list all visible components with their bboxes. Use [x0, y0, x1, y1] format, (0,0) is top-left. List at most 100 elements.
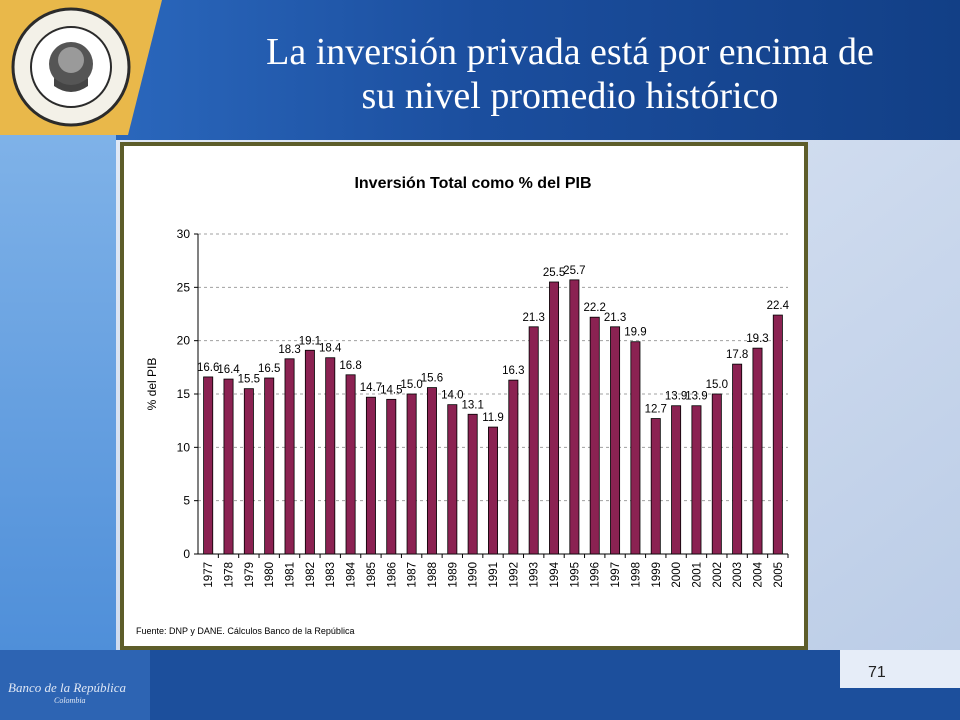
x-tick-label: 1986 — [386, 562, 398, 588]
data-label: 13.1 — [461, 399, 483, 411]
bar — [711, 393, 722, 555]
data-label: 21.3 — [604, 312, 626, 324]
x-tick-label: 1987 — [407, 562, 419, 588]
data-label: 25.7 — [563, 265, 585, 277]
bank-seal-logo — [11, 7, 131, 127]
data-label: 16.8 — [339, 360, 361, 372]
x-tick-label: 1991 — [488, 562, 500, 588]
chart-title: Inversión Total como % del PIB — [354, 175, 591, 192]
x-tick-label: 2005 — [773, 562, 785, 588]
data-label: 15.0 — [706, 379, 728, 391]
x-tick-label: 1985 — [366, 562, 378, 588]
x-tick-label: 2003 — [732, 562, 744, 588]
footer-logo-text: Banco de la República — [8, 680, 127, 695]
bar — [467, 413, 478, 555]
x-tick-label: 1996 — [590, 562, 602, 588]
data-label: 19.9 — [624, 327, 646, 339]
x-tick-label: 1978 — [224, 562, 236, 588]
data-label: 15.6 — [421, 373, 443, 385]
bar — [528, 326, 539, 555]
bar — [508, 379, 519, 555]
bar — [386, 398, 397, 555]
x-tick-label: 1997 — [610, 562, 622, 588]
y-tick-label: 25 — [177, 280, 191, 294]
x-tick-label: 1998 — [630, 562, 642, 588]
x-tick-label: 1977 — [203, 562, 215, 588]
bar — [264, 377, 275, 555]
slide-title: La inversión privada está por encima de … — [200, 30, 940, 118]
data-label: 14.7 — [360, 382, 382, 394]
data-label: 21.3 — [522, 312, 544, 324]
data-label: 13.9 — [685, 391, 707, 403]
chart-source-note: Fuente: DNP y DANE. Cálculos Banco de la… — [136, 626, 354, 636]
slide-title-line-2: su nivel promedio histórico — [361, 75, 779, 117]
x-tick-label: 2002 — [712, 562, 724, 588]
y-tick-label: 0 — [183, 547, 190, 561]
bar — [345, 374, 356, 555]
x-tick-label: 1999 — [651, 562, 663, 588]
data-label: 15.0 — [400, 379, 422, 391]
bar — [671, 405, 682, 555]
data-label: 16.3 — [502, 365, 524, 377]
data-label: 18.3 — [278, 344, 300, 356]
chart-area: Inversión Total como % del PIB 0 5 10 15 20 25… — [124, 146, 804, 646]
bar — [488, 426, 498, 555]
x-tick-label: 1983 — [325, 562, 337, 588]
bar — [691, 405, 702, 555]
slide-title-line-1: La inversión privada está por encima de — [266, 31, 874, 73]
data-label: 14.0 — [441, 390, 463, 402]
data-label: 16.6 — [197, 362, 219, 374]
bar — [732, 363, 743, 555]
bar — [223, 378, 234, 555]
x-tick-label: 1993 — [529, 562, 541, 588]
y-tick-label: 20 — [177, 334, 191, 348]
x-tick-label: 1989 — [447, 562, 459, 588]
x-tick-label: 1982 — [305, 562, 317, 588]
page-number: 71 — [868, 664, 886, 681]
data-label: 16.4 — [217, 364, 240, 376]
y-tick-label: 5 — [183, 494, 190, 508]
data-label: 15.5 — [238, 374, 260, 386]
x-tick-label: 1992 — [508, 562, 520, 588]
data-label: 19.3 — [746, 333, 768, 345]
bar — [447, 404, 458, 555]
bar-chart: Inversión Total como % del PIB 0 5 10 15 20 25… — [136, 175, 790, 636]
x-tick-label: 1984 — [346, 561, 358, 587]
bar — [772, 314, 783, 555]
bar — [243, 388, 254, 555]
data-label: 16.5 — [258, 363, 280, 375]
x-tick-label: 1990 — [468, 562, 480, 588]
bar — [752, 347, 763, 555]
x-tick-label: 2004 — [752, 561, 764, 587]
bar — [365, 396, 376, 555]
footer-logo: Banco de la República Colombia — [8, 680, 126, 705]
chart-frame: Inversión Total como % del PIB 0 5 10 15 20 25… — [120, 142, 808, 650]
bar — [284, 358, 295, 555]
data-label: 19.1 — [299, 335, 321, 347]
data-label: 17.8 — [726, 349, 748, 361]
data-label: 14.5 — [380, 384, 402, 396]
x-tick-label: 1981 — [285, 562, 297, 588]
y-tick-label: 10 — [177, 440, 191, 454]
footer-logo-subtext: Colombia — [54, 696, 86, 705]
data-label: 13.9 — [665, 391, 687, 403]
bar — [325, 357, 336, 555]
bar — [549, 281, 560, 555]
bar — [569, 279, 580, 555]
x-tick-label: 1979 — [244, 562, 256, 588]
x-tick-label: 1994 — [549, 561, 561, 587]
data-label: 22.4 — [767, 300, 790, 312]
y-tick-label: 30 — [177, 227, 191, 241]
x-tick-label: 1980 — [264, 562, 276, 588]
x-tick-label: 2000 — [671, 562, 683, 588]
bar — [426, 387, 437, 555]
data-label: 22.2 — [584, 302, 606, 314]
data-label: 11.9 — [482, 412, 504, 424]
bar — [304, 349, 315, 555]
data-label: 25.5 — [543, 267, 565, 279]
data-label: 12.7 — [645, 404, 667, 416]
bar — [589, 316, 600, 555]
bar — [203, 376, 214, 555]
bar — [630, 341, 641, 555]
bar — [650, 418, 661, 555]
